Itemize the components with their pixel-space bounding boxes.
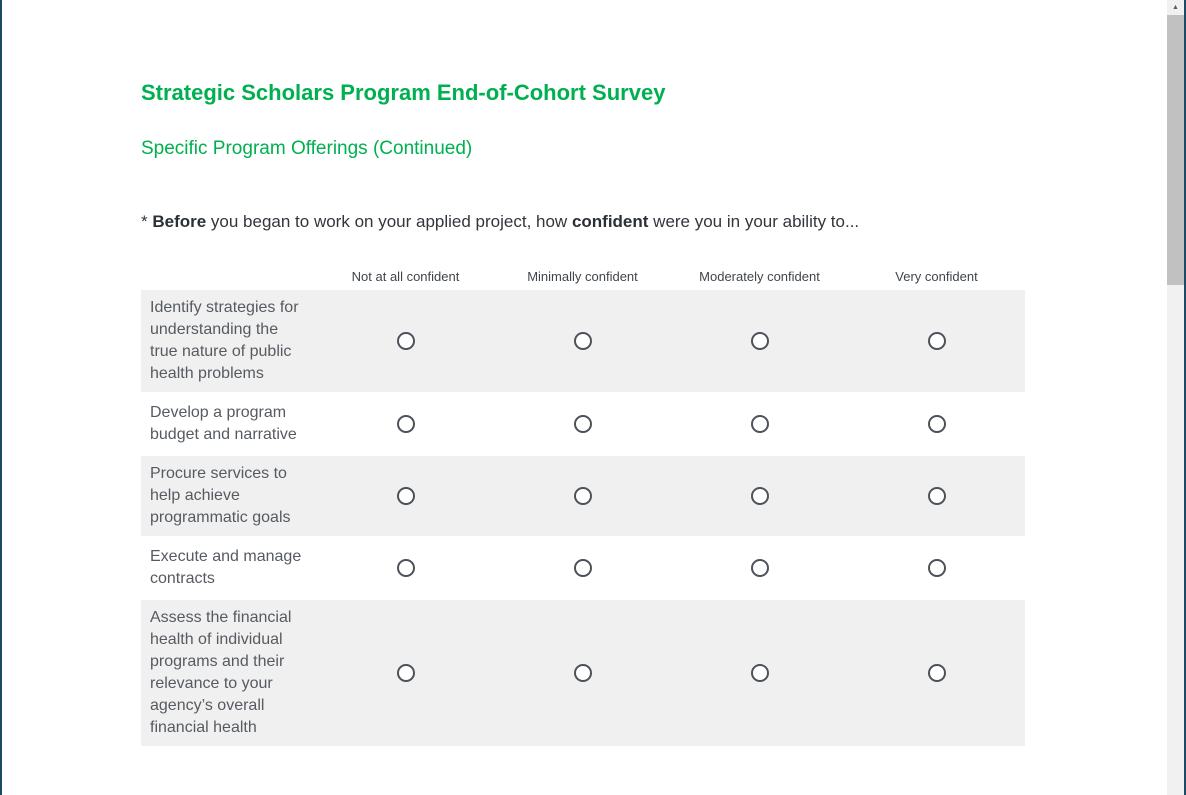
radio-cell (317, 456, 494, 536)
matrix-header-spacer (141, 269, 317, 290)
radio-cell (317, 539, 494, 597)
survey-content: Strategic Scholars Program End-of-Cohort… (2, 0, 1042, 746)
scrollbar-up-button[interactable]: ▲ (1167, 0, 1184, 15)
row-label: Assess the financial health of individua… (150, 609, 292, 736)
radio-cell (671, 600, 848, 746)
column-header-not-at-all: Not at all confident (351, 269, 460, 284)
matrix-row-execute-contracts: Execute and manage contracts (141, 539, 1025, 597)
radio-cell (848, 395, 1025, 453)
column-header-minimally: Minimally confident (527, 269, 638, 284)
radio-button-r2-c2[interactable] (573, 415, 592, 433)
radio-button-r5-c3[interactable] (750, 664, 769, 682)
radio-button-r5-c2[interactable] (573, 664, 592, 682)
radio-button-r5-c1[interactable] (396, 664, 415, 682)
radio-cell (848, 539, 1025, 597)
radio-button-r1-c2[interactable] (573, 332, 592, 350)
radio-button-r4-c1[interactable] (396, 559, 415, 577)
radio-cell (671, 456, 848, 536)
radio-cell (494, 290, 671, 392)
radio-button-r1-c4[interactable] (927, 332, 946, 350)
scroll-up-arrow-icon: ▲ (1172, 4, 1179, 11)
section-title: Specific Program Offerings (Continued) (141, 138, 473, 159)
radio-button-r4-c4[interactable] (927, 559, 946, 577)
radio-cell (848, 456, 1025, 536)
radio-cell (494, 456, 671, 536)
radio-button-r3-c3[interactable] (750, 487, 769, 505)
radio-cell (671, 290, 848, 392)
question-suffix: were you in your ability to... (648, 212, 860, 231)
radio-cell (848, 290, 1025, 392)
row-label: Execute and manage contracts (150, 548, 302, 587)
question-middle: you began to work on your applied projec… (206, 212, 572, 231)
matrix-row-assess-financial-health: Assess the financial health of individua… (141, 600, 1025, 746)
radio-cell (317, 290, 494, 392)
radio-button-r2-c4[interactable] (927, 415, 946, 433)
scrollbar-thumb[interactable] (1167, 15, 1184, 285)
row-label: Identify strategies for understanding th… (150, 299, 299, 382)
page-title: Strategic Scholars Program End-of-Cohort… (141, 80, 666, 105)
matrix-row-develop-budget: Develop a program budget and narrative (141, 395, 1025, 453)
radio-button-r4-c3[interactable] (750, 559, 769, 577)
radio-cell (317, 600, 494, 746)
radio-button-r3-c2[interactable] (573, 487, 592, 505)
radio-button-r1-c1[interactable] (396, 332, 415, 350)
row-label: Develop a program budget and narrative (150, 404, 297, 443)
column-header-moderately: Moderately confident (699, 269, 820, 284)
radio-cell (848, 600, 1025, 746)
radio-button-r1-c3[interactable] (750, 332, 769, 350)
matrix-row-identify-strategies: Identify strategies for understanding th… (141, 290, 1025, 392)
radio-button-r4-c2[interactable] (573, 559, 592, 577)
radio-button-r2-c1[interactable] (396, 415, 415, 433)
question-bold-before: Before (152, 212, 207, 231)
vertical-scrollbar: ▲ (1167, 0, 1184, 795)
radio-cell (494, 539, 671, 597)
radio-cell (494, 600, 671, 746)
radio-button-r5-c4[interactable] (927, 664, 946, 682)
row-label: Procure services to help achieve program… (150, 465, 291, 526)
radio-cell (317, 395, 494, 453)
question-required-asterisk: * (141, 212, 153, 231)
column-header-very: Very confident (895, 269, 978, 284)
matrix-question: Not at all confident Minimally confident… (141, 269, 1025, 746)
question-bold-confident: confident (571, 212, 649, 231)
radio-cell (494, 395, 671, 453)
matrix-header-row: Not at all confident Minimally confident… (141, 269, 1025, 290)
radio-cell (671, 395, 848, 453)
radio-cell (671, 539, 848, 597)
matrix-row-procure-services: Procure services to help achieve program… (141, 456, 1025, 536)
radio-button-r3-c4[interactable] (927, 487, 946, 505)
radio-button-r2-c3[interactable] (750, 415, 769, 433)
radio-button-r3-c1[interactable] (396, 487, 415, 505)
question-text: * Before you began to work on your appli… (141, 211, 1042, 233)
